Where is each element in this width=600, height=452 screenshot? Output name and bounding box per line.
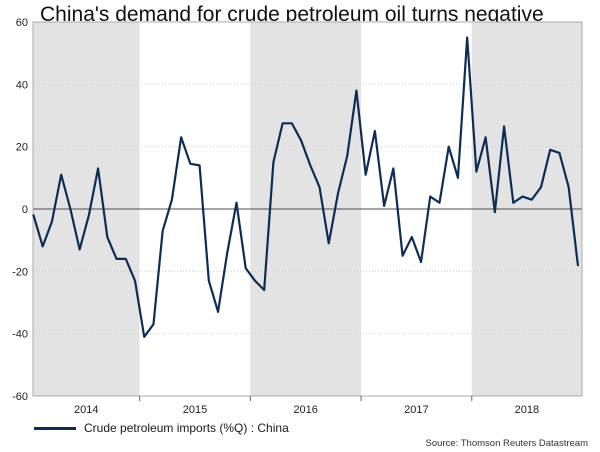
data-point: [32, 214, 35, 217]
data-point: [549, 148, 552, 151]
legend-label: Crude petroleum imports (%Q) : China: [84, 421, 289, 435]
data-point: [97, 167, 99, 170]
series-lines: [32, 36, 579, 338]
data-point: [254, 279, 256, 282]
data-point: [447, 145, 450, 148]
data-point: [475, 170, 478, 173]
y-tick-label: 20: [16, 142, 28, 154]
data-point: [208, 279, 210, 282]
x-tick-label-2015: 2015: [183, 404, 207, 416]
data-point: [124, 258, 127, 260]
data-point: [51, 220, 53, 223]
source-note: Source: Thomson Reuters Datastream: [425, 438, 588, 449]
data-point: [503, 125, 505, 128]
data-point: [198, 164, 201, 167]
data-point: [530, 198, 533, 201]
data-point: [392, 167, 395, 170]
data-point: [327, 242, 330, 245]
data-point: [281, 122, 284, 125]
data-point: [438, 201, 441, 204]
x-tick-label-2017: 2017: [404, 404, 428, 416]
data-point: [540, 186, 542, 188]
data-point: [577, 264, 579, 266]
y-tick-label: -20: [12, 266, 28, 278]
data-point: [558, 152, 561, 154]
data-point: [484, 136, 487, 139]
data-point: [364, 173, 367, 176]
axes: 60 40 20 0 -20 -40 -60 2014 2015 2016 2017 2018: [12, 17, 583, 416]
y-tick-label: 60: [16, 17, 28, 29]
data-point: [60, 173, 62, 176]
gridlines: [33, 21, 582, 397]
data-point: [272, 161, 275, 164]
data-point: [143, 335, 146, 338]
y-tick-label: -40: [12, 329, 28, 341]
data-point: [374, 130, 376, 132]
data-point: [337, 192, 339, 195]
data-point: [180, 136, 182, 139]
y-tick-label: 0: [22, 204, 28, 216]
data-point: [383, 205, 385, 207]
x-tick-label-2014: 2014: [74, 404, 98, 416]
data-point: [309, 164, 312, 167]
data-point: [226, 251, 229, 254]
data-point: [244, 267, 247, 270]
data-point: [171, 198, 173, 201]
data-point: [521, 195, 524, 198]
data-point: [217, 311, 219, 313]
data-point: [291, 122, 293, 125]
data-point: [318, 186, 321, 188]
data-point: [189, 163, 192, 165]
data-point: [88, 214, 90, 217]
data-point: [411, 236, 413, 238]
series-line-0: [32, 36, 579, 338]
y-tick-label: -60: [12, 391, 28, 403]
plot-frame: [32, 21, 583, 397]
data-point: [161, 230, 164, 232]
x-tick-label-2018: 2018: [515, 404, 539, 416]
data-point: [115, 258, 118, 260]
data-point: [429, 195, 432, 198]
data-point: [69, 208, 72, 210]
data-point: [263, 289, 265, 291]
data-point: [235, 201, 238, 204]
chart-title: China's demand for crude petroleum oil t…: [40, 3, 544, 26]
data-point: [106, 236, 109, 238]
data-point: [300, 139, 302, 142]
data-point: [512, 201, 515, 204]
x-tick-label-2016: 2016: [293, 404, 317, 416]
data-point: [134, 279, 136, 282]
data-point: [466, 36, 468, 39]
data-point: [152, 323, 155, 326]
legend: Crude petroleum imports (%Q) : China: [34, 421, 289, 435]
data-point: [567, 186, 570, 188]
y-tick-label: 40: [16, 79, 28, 91]
legend-swatch: [34, 426, 76, 430]
data-point: [346, 155, 349, 157]
data-point: [41, 245, 44, 248]
data-point: [457, 177, 459, 179]
data-point: [355, 89, 358, 92]
data-point: [420, 261, 422, 263]
data-point: [494, 211, 496, 213]
data-point: [78, 248, 81, 251]
data-point: [401, 254, 404, 257]
